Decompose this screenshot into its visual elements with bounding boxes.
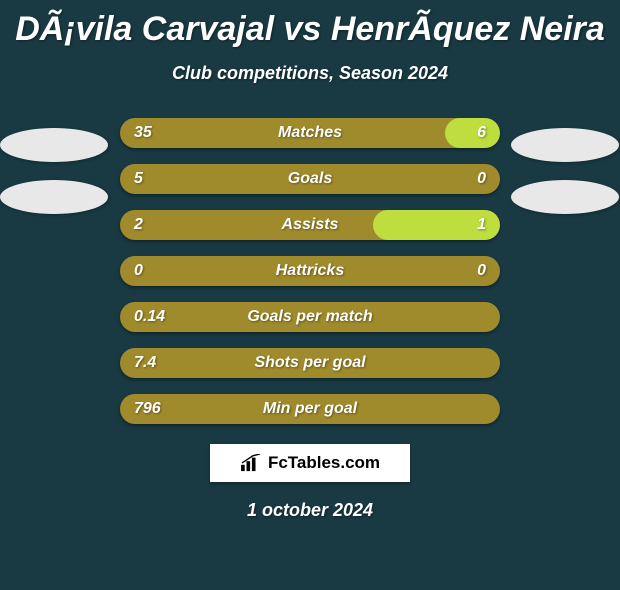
stat-label: Hattricks [120,256,500,286]
branding-box: FcTables.com [210,444,410,482]
stat-label: Shots per goal [120,348,500,378]
avatar-ellipse [511,180,619,214]
stats-bars: 35Matches65Goals02Assists10Hattricks00.1… [120,118,500,424]
avatar-ellipse [0,128,108,162]
stat-bar: 7.4Shots per goal [120,348,500,378]
avatar-ellipse [0,180,108,214]
stat-right-value: 0 [477,164,486,194]
page-title: DÃ¡vila Carvajal vs HenrÃ­quez Neira [0,10,620,49]
branding-text: FcTables.com [268,453,380,473]
stat-bar: 5Goals0 [120,164,500,194]
date-text: 1 october 2024 [0,500,620,521]
avatar-ellipse [511,128,619,162]
stat-right-value: 0 [477,256,486,286]
stat-bar: 0Hattricks0 [120,256,500,286]
chart-icon [240,454,262,472]
stat-label: Goals [120,164,500,194]
stat-label: Assists [120,210,500,240]
stat-label: Goals per match [120,302,500,332]
right-avatars [505,128,620,232]
stat-right-value: 6 [477,118,486,148]
left-avatars [0,128,115,232]
stat-bar: 2Assists1 [120,210,500,240]
stat-label: Matches [120,118,500,148]
stat-bar: 0.14Goals per match [120,302,500,332]
stat-label: Min per goal [120,394,500,424]
stat-bar: 35Matches6 [120,118,500,148]
stat-right-value: 1 [477,210,486,240]
stat-bar: 796Min per goal [120,394,500,424]
page-subtitle: Club competitions, Season 2024 [0,63,620,84]
